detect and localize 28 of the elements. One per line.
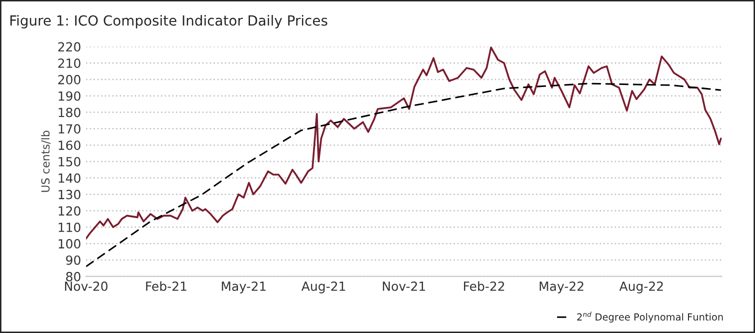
y-tick-label: 160: [58, 140, 80, 150]
x-tick-label: Feb-22: [464, 281, 504, 291]
y-tick-label: 190: [58, 91, 80, 101]
y-tick-label: 120: [58, 206, 80, 216]
x-tick-label: Aug-22: [619, 281, 663, 294]
x-tick-label: Nov-21: [382, 281, 426, 291]
y-tick-label: 130: [58, 190, 80, 200]
y-tick-label: 220: [58, 42, 80, 52]
y-tick-label: 150: [58, 156, 80, 166]
y-tick-label: 110: [58, 222, 80, 232]
x-tick-label: Aug-21: [301, 281, 346, 294]
y-tick-label: 210: [58, 58, 80, 68]
y-axis-title: US cents/lb: [41, 130, 51, 192]
y-tick-label: 80: [66, 272, 80, 282]
x-tick-label: Feb-21: [146, 281, 186, 291]
y-tick-label: 180: [58, 108, 80, 118]
y-tick-label: 140: [58, 173, 80, 183]
x-tick-label: May-22: [540, 281, 584, 294]
line-series: [86, 46, 722, 240]
legend-label: 2$^{nd}$ Degree Polynomal Funtion: [577, 312, 723, 323]
y-tick-label: 90: [66, 255, 80, 265]
x-tick-label: Nov-20: [65, 281, 108, 291]
line-series: [86, 82, 722, 268]
y-tick-label: 100: [58, 239, 80, 248]
chart-title: Figure 1: ICO Composite Indicator Daily Prices: [10, 14, 328, 28]
x-tick-label: May-21: [222, 281, 266, 294]
y-tick-label: 200: [58, 74, 80, 84]
y-tick-label: 170: [58, 124, 80, 134]
